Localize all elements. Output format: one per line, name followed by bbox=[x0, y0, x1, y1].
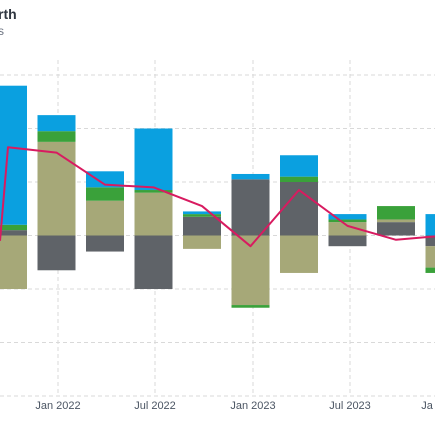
bar-segment-khaki bbox=[328, 222, 367, 236]
total-line bbox=[0, 146, 435, 248]
bar-segment-gray bbox=[37, 235, 76, 271]
bar-segment-blue bbox=[425, 214, 435, 236]
bar-segment-gray bbox=[328, 235, 367, 247]
bar-segment-khaki bbox=[377, 219, 415, 223]
bar-segment-khaki bbox=[37, 141, 76, 236]
bar-segment-khaki bbox=[134, 192, 173, 236]
bar-segment-khaki bbox=[425, 246, 435, 268]
x-tick-label: Jul 2022 bbox=[134, 400, 176, 412]
bar-segment-blue bbox=[280, 155, 318, 177]
bar-segment-khaki bbox=[0, 235, 27, 289]
bar-segment-green bbox=[183, 214, 221, 217]
x-tick-label: Ja bbox=[421, 400, 434, 412]
bar-segment-green bbox=[280, 176, 318, 182]
bar-segment-gray bbox=[425, 235, 435, 247]
bar-segment-blue bbox=[134, 128, 173, 191]
bar-segment-blue bbox=[183, 211, 221, 215]
chart-subtitle: s bbox=[0, 24, 4, 38]
bar-segment-gray bbox=[134, 235, 173, 289]
x-tick-label: Jan 2023 bbox=[230, 400, 275, 412]
bar-segment-green bbox=[86, 187, 124, 201]
bar-layer bbox=[0, 85, 435, 308]
bar-segment-khaki bbox=[280, 235, 318, 273]
bar-segment-blue bbox=[231, 173, 270, 180]
bar-segment-green bbox=[377, 206, 415, 220]
bar-segment-blue bbox=[86, 171, 124, 188]
bar-segment-green bbox=[328, 219, 367, 223]
bar-segment-khaki bbox=[183, 235, 221, 249]
bar-segment-khaki bbox=[86, 200, 124, 236]
bar-segment-green bbox=[0, 224, 27, 231]
bar-segment-blue bbox=[328, 214, 367, 220]
bar-segment-gray bbox=[231, 179, 270, 236]
bar-segment-gray bbox=[86, 235, 124, 252]
chart-title: rth bbox=[0, 6, 17, 22]
line-layer bbox=[0, 146, 435, 248]
bar-segment-green bbox=[425, 267, 435, 273]
bar-segment-green bbox=[37, 131, 76, 142]
bar-segment-gray bbox=[0, 230, 27, 236]
bar-segment-green bbox=[134, 190, 173, 193]
bar-segment-green bbox=[231, 305, 270, 308]
bar-segment-gray bbox=[183, 216, 221, 236]
x-tick-label: Jul 2023 bbox=[329, 400, 371, 412]
bar-segment-blue bbox=[0, 85, 27, 225]
bar-segment-blue bbox=[37, 115, 76, 132]
bar-segment-gray bbox=[377, 222, 415, 236]
x-axis-labels: Jan 2022 Jul 2022 Jan 2023 Jul 2023 Ja bbox=[35, 400, 433, 412]
x-tick-label: Jan 2022 bbox=[35, 400, 80, 412]
